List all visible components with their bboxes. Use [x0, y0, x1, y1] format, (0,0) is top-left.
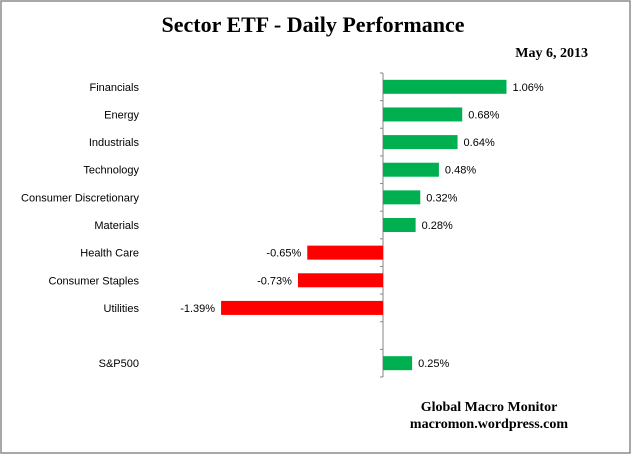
data-label: 1.06%: [512, 82, 543, 94]
category-label: Consumer Staples: [49, 275, 140, 287]
category-label: Health Care: [80, 248, 139, 260]
data-label: -1.39%: [180, 303, 215, 315]
category-label: Utilities: [104, 303, 140, 315]
bar: [383, 218, 416, 232]
data-label: 0.32%: [426, 192, 457, 204]
bar: [221, 300, 383, 315]
category-label: Energy: [104, 109, 139, 121]
category-label: Industrials: [89, 137, 140, 149]
bar: [383, 107, 463, 122]
footer-source: Global Macro Monitor: [421, 400, 558, 415]
data-label: -0.73%: [257, 275, 292, 287]
bar: [383, 135, 458, 150]
category-label: Financials: [89, 82, 139, 94]
data-label: 0.48%: [445, 165, 476, 177]
chart-title: Sector ETF - Daily Performance: [161, 12, 464, 37]
footer-url: macromon.wordpress.com: [410, 417, 568, 432]
bar: [297, 273, 383, 288]
chart-date: May 6, 2013: [515, 46, 588, 61]
bar: [307, 245, 383, 260]
bar: [383, 162, 439, 177]
bar: [383, 190, 421, 205]
data-label: 0.28%: [422, 220, 453, 232]
data-label: 0.25%: [418, 358, 449, 370]
bar: [383, 356, 413, 371]
category-label: S&P500: [99, 358, 139, 370]
data-label: 0.68%: [468, 109, 499, 121]
data-label: -0.65%: [266, 248, 301, 260]
bar: [383, 79, 507, 94]
category-label: Consumer Discretionary: [21, 192, 139, 204]
data-label: 0.64%: [464, 137, 495, 149]
category-label: Materials: [94, 220, 139, 232]
category-label: Technology: [83, 165, 139, 177]
